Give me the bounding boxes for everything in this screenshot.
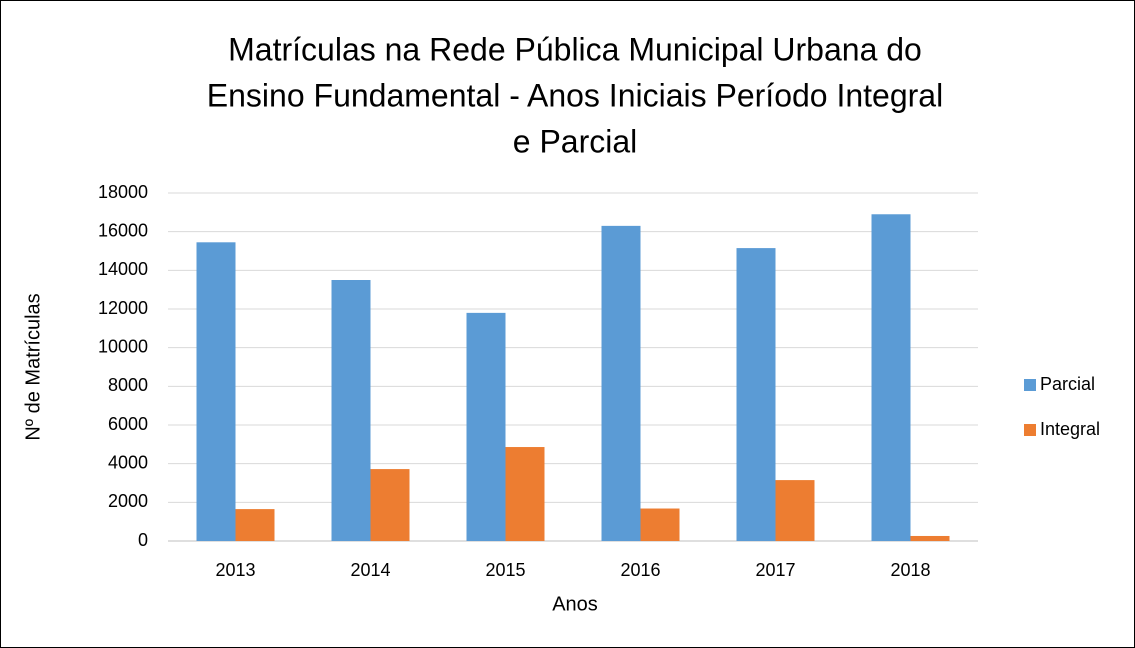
legend-label: Parcial (1040, 374, 1095, 394)
y-tick-label: 14000 (98, 259, 148, 279)
x-tick-label: 2013 (215, 560, 255, 580)
chart-title: e Parcial (513, 123, 638, 159)
bar (871, 214, 911, 541)
legend-swatch (1024, 379, 1036, 391)
y-axis-label: Nº de Matrículas (22, 293, 44, 440)
x-axis-label: Anos (552, 593, 598, 615)
legend-swatch (1024, 424, 1036, 436)
bar (910, 535, 950, 541)
y-tick-label: 2000 (108, 491, 148, 511)
bar (640, 508, 680, 541)
bar (505, 447, 545, 541)
y-tick-label: 16000 (98, 220, 148, 240)
bar (370, 469, 410, 541)
y-tick-label: 4000 (108, 452, 148, 472)
bar (736, 248, 776, 541)
bar (775, 480, 815, 541)
x-tick-label: 2017 (755, 560, 795, 580)
bar (331, 280, 371, 541)
bar (601, 225, 641, 541)
y-tick-label: 6000 (108, 414, 148, 434)
x-tick-label: 2018 (890, 560, 930, 580)
y-tick-label: 12000 (98, 298, 148, 318)
x-tick-label: 2016 (620, 560, 660, 580)
bar (235, 509, 275, 541)
y-tick-label: 18000 (98, 182, 148, 202)
legend-label: Integral (1040, 419, 1100, 439)
bar (196, 242, 236, 542)
x-tick-label: 2014 (350, 560, 390, 580)
chart-title: Matrículas na Rede Pública Municipal Urb… (228, 31, 922, 67)
chart-title: Ensino Fundamental - Anos Iniciais Perío… (207, 77, 943, 113)
y-tick-label: 0 (138, 530, 148, 550)
x-tick-label: 2015 (485, 560, 525, 580)
bar (466, 312, 506, 541)
y-tick-label: 8000 (108, 375, 148, 395)
y-tick-label: 10000 (98, 336, 148, 356)
